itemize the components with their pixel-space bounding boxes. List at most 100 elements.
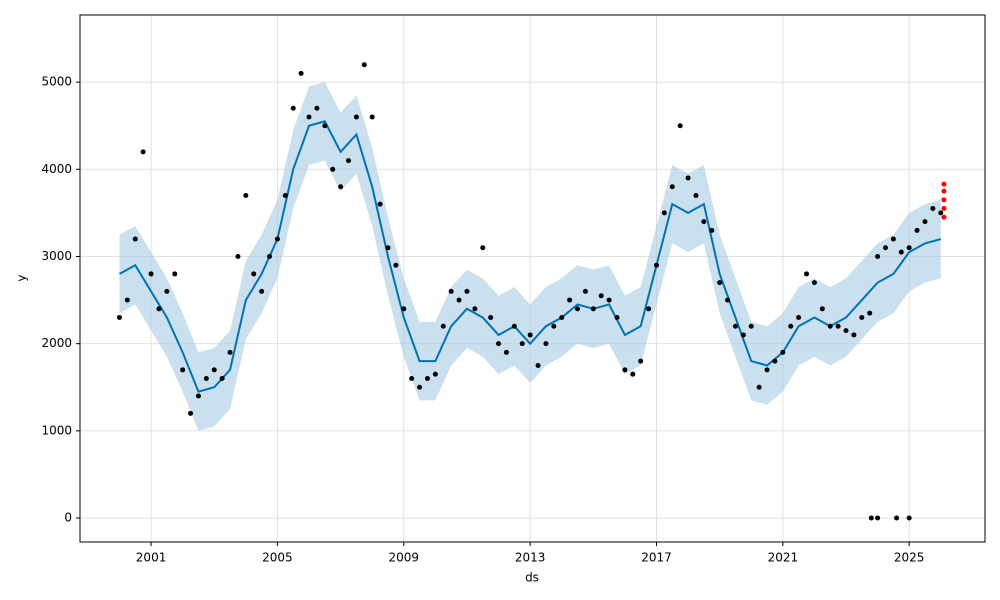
data-point [314,105,320,111]
data-point [243,192,249,198]
data-point [480,245,486,251]
data-point [630,371,636,377]
data-point [267,253,273,259]
y-tick-label: 4000 [41,162,72,176]
data-point [274,236,280,242]
data-point [393,262,399,268]
data-point [941,181,947,187]
data-point [203,376,209,382]
data-point [551,323,557,329]
data-point [227,349,233,355]
data-point [827,323,833,329]
data-point [330,166,336,172]
data-point [685,175,691,181]
data-point [614,315,620,321]
data-point [140,149,146,155]
data-point [914,227,920,233]
data-point [661,210,667,216]
data-point [780,349,786,355]
data-point [709,227,715,233]
x-tick-label: 2009 [389,551,420,565]
data-point [701,219,707,225]
data-point [401,306,407,312]
data-point [503,349,509,355]
data-point [409,376,415,382]
data-point [606,297,612,303]
x-axis-label: ds [525,571,539,585]
data-point [669,184,675,190]
data-point [567,297,573,303]
data-point [535,362,541,368]
data-point [898,249,904,255]
data-point [819,306,825,312]
x-tick-label: 2021 [768,551,799,565]
y-tick-label: 5000 [41,75,72,89]
data-point [894,515,900,521]
data-point [353,114,359,120]
data-point [622,367,628,373]
data-point [124,297,130,303]
data-point [440,323,446,329]
data-point [890,236,896,242]
data-point [417,384,423,390]
data-point [543,341,549,347]
data-point [282,192,288,198]
data-point [941,206,947,212]
data-point [424,376,430,382]
uncertainty-band [119,82,941,431]
data-point [772,358,778,364]
data-point [638,358,644,364]
data-point [456,297,462,303]
y-tick-label: 2000 [41,336,72,350]
data-point [804,271,810,277]
data-point [748,323,754,329]
data-point [906,515,912,521]
data-point [582,288,588,294]
data-point [677,123,683,129]
data-point [290,105,296,111]
forecast-line [119,120,942,393]
data-point [938,210,944,216]
data-point [235,253,241,259]
data-point [717,280,723,286]
data-point [875,253,881,259]
data-point [843,328,849,334]
data-point [811,280,817,286]
plot-frame [79,14,986,543]
data-point [361,62,367,68]
data-point [906,245,912,251]
data-point [322,123,328,129]
data-point [116,315,122,321]
data-point [835,323,841,329]
data-point [496,341,502,347]
data-point [851,332,857,338]
data-point [195,393,201,399]
data-point [472,306,478,312]
data-point [868,515,874,521]
data-point [732,323,738,329]
data-point [559,315,565,321]
data-point [369,114,375,120]
data-point [941,214,947,220]
data-point [385,245,391,251]
data-point [788,323,794,329]
data-point [693,192,699,198]
data-point [338,184,344,190]
x-tick-label: 2001 [136,551,167,565]
data-point [172,271,178,277]
data-point [259,288,265,294]
data-point [211,367,217,373]
data-point [756,384,762,390]
data-point [298,70,304,76]
data-point [575,306,581,312]
data-point [859,315,865,321]
data-point [448,288,454,294]
data-point [740,332,746,338]
data-point [345,158,351,164]
data-point [882,245,888,251]
data-point [511,323,517,329]
data-point [598,293,604,299]
data-point [796,315,802,321]
data-point [941,197,947,203]
